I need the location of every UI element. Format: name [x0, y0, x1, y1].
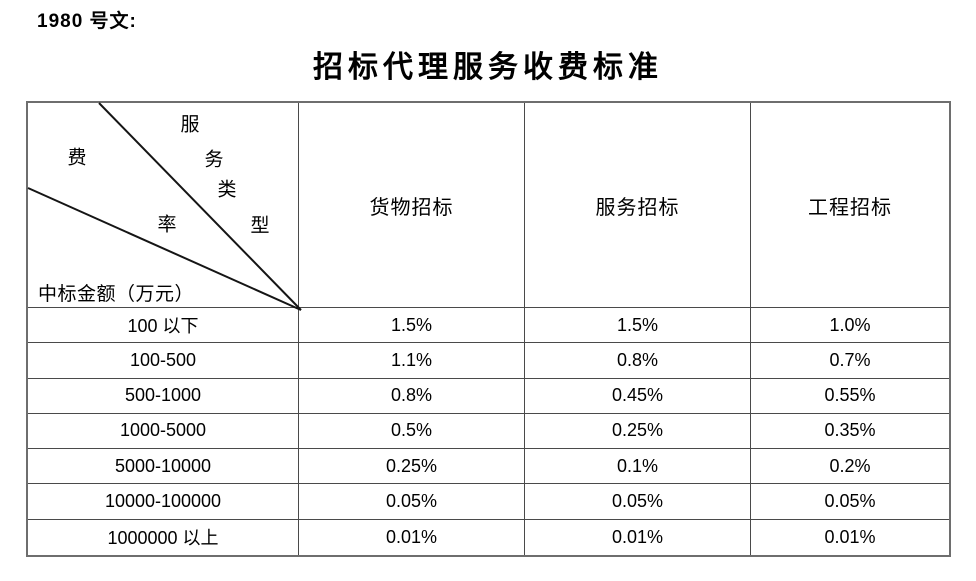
- column-header-works: 工程招标: [751, 103, 949, 308]
- rate-cell: 0.25%: [525, 413, 751, 450]
- doc-number-label: 1980 号文:: [37, 11, 137, 32]
- column-header-goods: 货物招标: [299, 103, 525, 308]
- rate-cell: 0.55%: [751, 379, 949, 414]
- rate-cell: 1.0%: [751, 308, 949, 344]
- corner-label-service-type-char: 类: [217, 179, 237, 201]
- row-range-cell: 100-500: [28, 343, 299, 379]
- rate-cell: 1.5%: [525, 308, 751, 344]
- table-corner-cell: 服 费 务 类 率 型 中标金额（万元）: [27, 102, 302, 311]
- rate-cell: 0.7%: [751, 343, 949, 379]
- rate-cell: 1.5%: [299, 308, 525, 344]
- row-range-cell: 1000000 以上: [28, 519, 299, 555]
- rate-cell: 0.25%: [299, 449, 525, 485]
- row-range-cell: 1000-5000: [28, 413, 299, 450]
- diagonal-divider-lines: [27, 102, 302, 311]
- row-range-cell: 100 以下: [28, 308, 299, 344]
- row-range-cell: 10000-100000: [28, 484, 299, 520]
- rate-cell: 0.35%: [751, 414, 949, 450]
- fee-table: 服 费 务 类 率 型 中标金额（万元） 货物招标 服务招标 工程招标 100 …: [26, 101, 951, 557]
- rate-cell: 1.1%: [299, 343, 525, 379]
- rate-cell: 0.45%: [525, 378, 751, 414]
- corner-label-service-type-char: 型: [250, 215, 270, 237]
- corner-row-axis-label: 中标金额（万元）: [38, 284, 195, 305]
- rate-cell: 0.01%: [299, 519, 525, 555]
- corner-label-rate-char: 费: [67, 147, 87, 169]
- corner-label-service-type-char: 务: [204, 149, 224, 171]
- rate-cell: 0.8%: [525, 343, 751, 379]
- rate-cell: 0.1%: [525, 449, 751, 485]
- rate-cell: 0.05%: [299, 484, 525, 520]
- rate-cell: 0.2%: [751, 449, 949, 485]
- column-header-services: 服务招标: [525, 103, 751, 308]
- rate-cell: 0.05%: [751, 484, 949, 520]
- page-title: 招标代理服务收费标准: [313, 51, 663, 84]
- rate-cell: 0.01%: [824, 526, 876, 547]
- corner-label-service-type-char: 服: [180, 114, 200, 136]
- corner-label-rate-char: 率: [157, 214, 177, 236]
- row-range-cell: 500-1000: [28, 378, 299, 414]
- rate-cell: 0.8%: [299, 378, 525, 414]
- rate-cell: 0.5%: [299, 413, 525, 450]
- rate-cell: 0.01%: [525, 519, 751, 555]
- row-range-cell: 5000-10000: [28, 449, 299, 485]
- rate-cell: 0.05%: [525, 484, 751, 520]
